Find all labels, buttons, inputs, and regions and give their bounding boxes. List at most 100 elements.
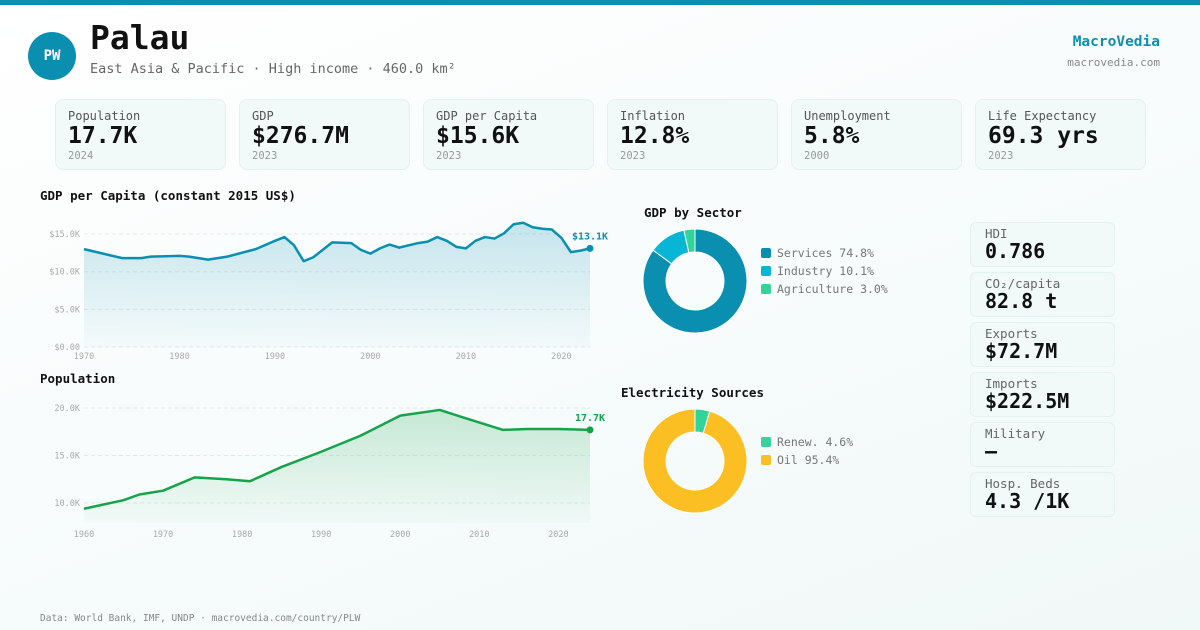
kpi-value: 69.3 yrs (988, 123, 1099, 149)
donut-slice (642, 408, 748, 514)
end-value-label: $13.1K (572, 231, 608, 242)
kpi-label: GDP (252, 109, 274, 123)
kpi-card-gdp-per-capita: GDP per Capita $15.6K 2023 (423, 99, 594, 170)
x-tick-label: 2010 (456, 352, 476, 362)
legend-item: Services 74.8% (761, 244, 888, 262)
kpi-year: 2023 (436, 150, 462, 162)
kpi-label: GDP per Capita (436, 109, 538, 123)
end-value-label: 17.7K (575, 413, 605, 424)
donut-slice (642, 228, 748, 334)
side-stat-label: CO₂/capita (985, 276, 1061, 291)
kpi-year: 2023 (620, 150, 646, 162)
side-stat-card: HDI 0.786 (970, 222, 1115, 267)
x-tick-label: 1980 (232, 530, 252, 540)
legend-item: Industry 10.1% (761, 262, 888, 280)
area-fill (84, 409, 590, 523)
side-stat-card: Imports $222.5M (970, 372, 1115, 417)
population-chart-title: Population (40, 371, 116, 386)
area-fill (84, 222, 590, 347)
electricity-chart-title: Electricity Sources (621, 385, 764, 400)
y-tick-label: $15.0K (49, 230, 81, 240)
legend-swatch (761, 455, 771, 465)
kpi-value: 17.7K (68, 123, 138, 149)
kpi-label: Inflation (620, 109, 686, 123)
x-tick-label: 1970 (153, 530, 173, 540)
side-stat-label: Imports (985, 376, 1038, 391)
y-tick-label: 10.0K (54, 499, 80, 509)
legend-label: Agriculture 3.0% (777, 282, 888, 296)
end-point (586, 244, 594, 252)
legend-label: Industry 10.1% (777, 264, 874, 278)
kpi-card-population: Population 17.7K 2024 (55, 99, 226, 170)
side-stat-card: Military — (970, 422, 1115, 467)
x-tick-label: 2020 (551, 352, 571, 362)
side-stat-card: CO₂/capita 82.8 t (970, 272, 1115, 317)
x-tick-label: 2000 (360, 352, 380, 362)
brand-url[interactable]: macrovedia.com (1067, 56, 1160, 69)
kpi-label: Life Expectancy (988, 109, 1097, 123)
side-stat-value: 0.786 (985, 239, 1046, 263)
y-tick-label: 20.0K (54, 404, 80, 414)
x-tick-label: 1990 (311, 530, 331, 540)
y-tick-label: $0.00 (54, 343, 80, 353)
side-stat-value: $72.7M (985, 339, 1058, 363)
kpi-label: Population (68, 109, 141, 123)
x-tick-label: 2000 (390, 530, 410, 540)
sector-chart-title: GDP by Sector (644, 205, 742, 220)
legend-item: Renew. 4.6% (761, 433, 853, 451)
legend-item: Agriculture 3.0% (761, 280, 888, 298)
kpi-year: 2000 (804, 150, 830, 162)
legend-swatch (761, 248, 771, 258)
top-accent-bar (0, 0, 1200, 5)
series-line (83, 408, 591, 510)
x-tick-label: 1970 (74, 352, 94, 362)
side-stat-label: HDI (985, 226, 1008, 241)
side-stat-value: 4.3 /1K (985, 489, 1070, 513)
side-stat-label: Military (985, 426, 1046, 441)
kpi-card-unemployment: Unemployment 5.8% 2000 (791, 99, 962, 170)
legend-swatch (761, 437, 771, 447)
side-stat-card: Exports $72.7M (970, 322, 1115, 367)
kpi-year: 2023 (252, 150, 278, 162)
legend-item: Oil 95.4% (761, 451, 853, 469)
kpi-label: Unemployment (804, 109, 891, 123)
kpi-value: $15.6K (436, 123, 520, 149)
legend-swatch (761, 266, 771, 276)
kpi-year: 2024 (68, 150, 94, 162)
x-tick-label: 1960 (74, 530, 94, 540)
x-tick-label: 1990 (265, 352, 285, 362)
sector-legend: Services 74.8% Industry 10.1% Agriculture … (761, 244, 888, 298)
y-tick-label: 15.0K (54, 452, 80, 462)
side-stat-card: Hosp. Beds 4.3 /1K (970, 472, 1115, 517)
kpi-value: 5.8% (804, 123, 860, 149)
kpi-card-life-expectancy: Life Expectancy 69.3 yrs 2023 (975, 99, 1146, 170)
kpi-value: $276.7M (252, 123, 349, 149)
country-avatar: PW (28, 32, 76, 80)
page-title: Palau (90, 18, 190, 57)
kpi-card-inflation: Inflation 12.8% 2023 (607, 99, 778, 170)
y-tick-label: $10.0K (49, 268, 81, 278)
x-tick-label: 1980 (169, 352, 189, 362)
kpi-card-gdp: GDP $276.7M 2023 (239, 99, 410, 170)
x-tick-label: 2020 (548, 530, 568, 540)
end-point (586, 426, 594, 434)
side-stat-value: $222.5M (985, 389, 1070, 413)
legend-swatch (761, 284, 771, 294)
electricity-legend: Renew. 4.6% Oil 95.4% (761, 433, 853, 469)
side-stat-label: Exports (985, 326, 1038, 341)
legend-label: Oil 95.4% (777, 453, 840, 467)
legend-label: Renew. 4.6% (777, 435, 854, 449)
gdp-chart-title: GDP per Capita (constant 2015 US$) (40, 188, 296, 203)
y-tick-label: $5.0K (54, 305, 80, 315)
side-stat-value: — (985, 439, 998, 463)
footer-source: Data: World Bank, IMF, UNDP · macrovedia… (40, 613, 361, 624)
series-line (83, 221, 591, 263)
side-stat-label: Hosp. Beds (985, 476, 1061, 491)
page-subtitle: East Asia & Pacific · High income · 460.… (90, 61, 456, 77)
legend-label: Services 74.8% (777, 246, 874, 260)
donut-slice (683, 228, 696, 254)
brand-logo[interactable]: MacroVedia (1072, 34, 1160, 50)
kpi-year: 2023 (988, 150, 1014, 162)
kpi-value: 12.8% (620, 123, 690, 149)
